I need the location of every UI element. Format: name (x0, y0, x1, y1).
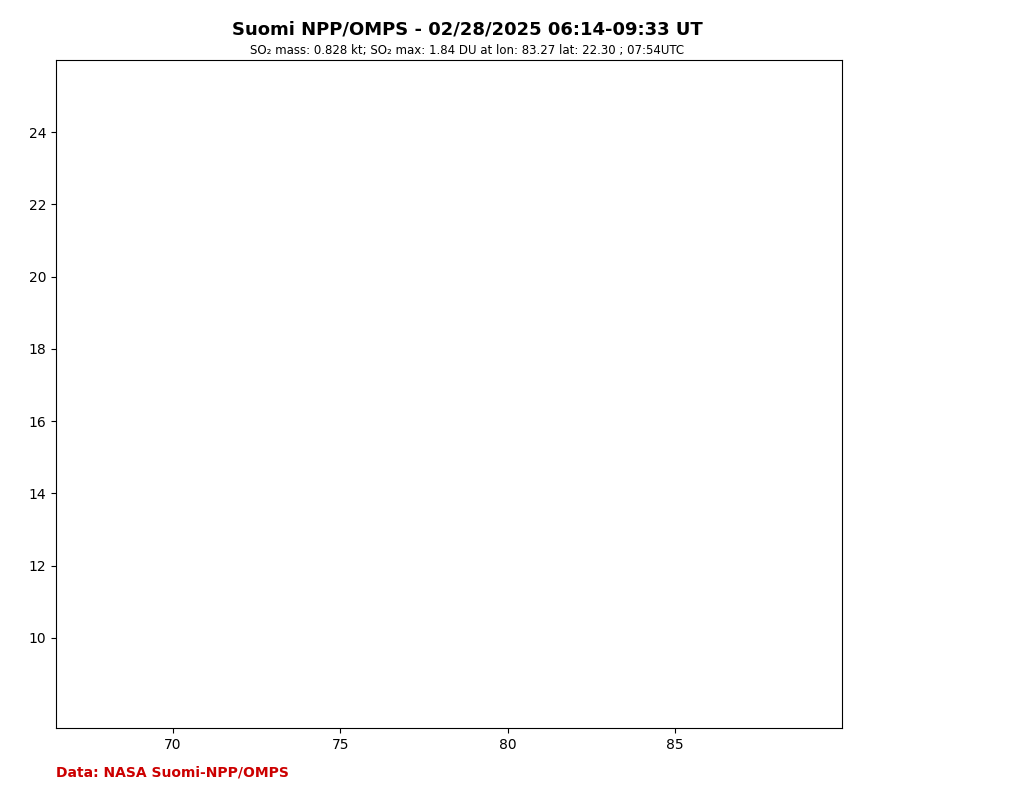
Text: SO₂ mass: 0.828 kt; SO₂ max: 1.84 DU at lon: 83.27 lat: 22.30 ; 07:54UTC: SO₂ mass: 0.828 kt; SO₂ max: 1.84 DU at … (250, 44, 684, 57)
Text: Data: NASA Suomi-NPP/OMPS: Data: NASA Suomi-NPP/OMPS (56, 766, 288, 780)
Text: Suomi NPP/OMPS - 02/28/2025 06:14-09:33 UT: Suomi NPP/OMPS - 02/28/2025 06:14-09:33 … (231, 20, 702, 38)
